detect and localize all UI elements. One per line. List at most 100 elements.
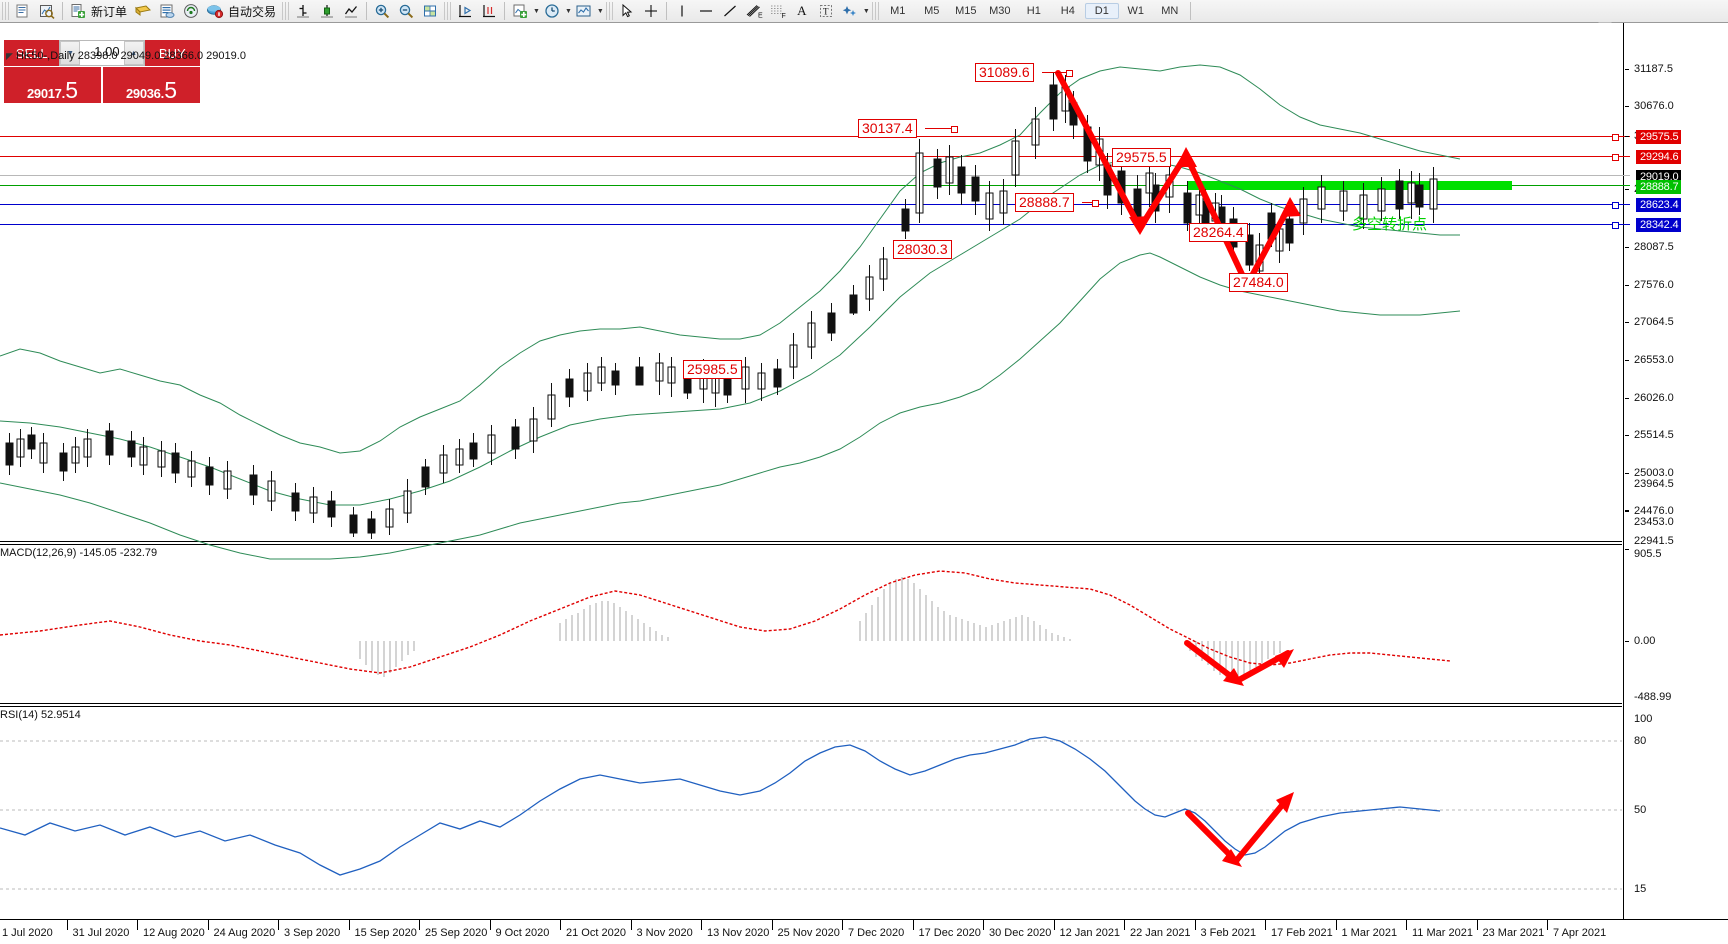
anchor-handle[interactable]: [1092, 200, 1099, 207]
chart-search-icon[interactable]: [35, 1, 59, 21]
volume-value[interactable]: 1.00: [94, 44, 120, 59]
time-axis-tick: [842, 920, 843, 930]
time-axis-label: 1 Jul 2020: [2, 927, 53, 939]
vertical-line-icon[interactable]: [670, 1, 694, 21]
autotrading-icon[interactable]: [203, 1, 227, 21]
templates-icon[interactable]: [572, 1, 596, 21]
timeframe-mn[interactable]: MN: [1161, 5, 1179, 17]
volume-increment-button[interactable]: ▲: [123, 41, 144, 65]
timeframe-h4[interactable]: H4: [1060, 5, 1075, 17]
axis-price-badge-support-2[interactable]: 28342.4: [1636, 218, 1682, 232]
text-label-icon[interactable]: T: [814, 1, 838, 21]
price-annotation-30137[interactable]: 30137.4: [858, 119, 958, 138]
bar-chart-icon[interactable]: [291, 1, 315, 21]
candlestick-chart-icon[interactable]: [315, 1, 339, 21]
sell-price-integer: 29017: [26, 86, 62, 101]
volume-input[interactable]: ▼ 1.00 ▲: [59, 40, 145, 66]
axis-price-badge-resistance-2[interactable]: 29294.6: [1636, 150, 1682, 164]
objects-icon[interactable]: [838, 1, 862, 21]
one-click-trading-panel[interactable]: SELL ▼ 1.00 ▲ BUY 29017 . 5 29036 . 5: [4, 40, 200, 103]
line-chart-icon[interactable]: [339, 1, 363, 21]
price-tick: [1625, 106, 1629, 107]
time-axis-label: 9 Oct 2020: [495, 927, 550, 939]
fibonacci-icon[interactable]: F: [766, 1, 790, 21]
price-annotation-28030[interactable]: 28030.3: [893, 240, 952, 259]
macd-indicator-label[interactable]: MACD(12,26,9) -145.05 -232.79: [0, 547, 158, 559]
price-annotation-28888[interactable]: 28888.7: [1015, 193, 1099, 212]
market-watch-icon[interactable]: [155, 1, 179, 21]
price-annotation-25985[interactable]: 25985.5: [683, 360, 742, 379]
horizontal-line-icon[interactable]: [694, 1, 718, 21]
timeframe-m1[interactable]: M1: [890, 5, 906, 17]
trendline-icon[interactable]: [718, 1, 742, 21]
support-line-28623[interactable]: [0, 204, 1630, 205]
chart-tile-icon[interactable]: [418, 1, 442, 21]
zoom-out-icon[interactable]: [394, 1, 418, 21]
wallet-icon[interactable]: [131, 1, 155, 21]
equidistant-channel-icon[interactable]: E: [742, 1, 766, 21]
line-anchor-handle[interactable]: [1612, 154, 1619, 161]
new-chart-icon[interactable]: [11, 1, 35, 21]
zoom-in-icon[interactable]: [370, 1, 394, 21]
autotrading-label[interactable]: 自动交易: [228, 4, 277, 19]
toolbar-grip-3[interactable]: [444, 2, 452, 20]
support-line-28342[interactable]: [0, 224, 1630, 225]
anchor-handle[interactable]: [951, 126, 958, 133]
timeframe-d1[interactable]: D1: [1084, 3, 1119, 19]
axis-price-badge-resistance-1[interactable]: 29575.5: [1636, 130, 1682, 144]
buy-price-display[interactable]: 29036 . 5: [103, 67, 200, 103]
toolbar-grip-2[interactable]: [282, 2, 290, 20]
resistance-line-29575[interactable]: [0, 136, 1630, 137]
templates-dropdown-caret-icon[interactable]: ▼: [596, 7, 604, 15]
crosshair-icon[interactable]: [639, 1, 663, 21]
price-tick-label: 27064.5: [1634, 316, 1674, 328]
price-annotation-28264[interactable]: 28264.4: [1189, 223, 1248, 242]
add-indicator-icon[interactable]: [508, 1, 532, 21]
macd-rsi-separator: [0, 703, 1622, 704]
chinese-note-annotation[interactable]: 多空转折点: [1352, 215, 1428, 233]
line-anchor-handle[interactable]: [1612, 202, 1619, 209]
text-icon[interactable]: A: [797, 3, 807, 18]
chart-shift-icon[interactable]: [453, 1, 477, 21]
period-clock-icon[interactable]: [540, 1, 564, 21]
signals-icon[interactable]: [179, 1, 203, 21]
price-annotation-31089[interactable]: 31089.6: [975, 63, 1073, 82]
green-highlight-zone[interactable]: [1188, 181, 1512, 190]
indicator-dropdown-caret-icon[interactable]: ▼: [533, 7, 540, 15]
line-anchor-handle[interactable]: [1612, 134, 1619, 141]
objects-dropdown-caret-icon[interactable]: ▼: [862, 7, 870, 15]
toolbar-grip-5[interactable]: [871, 2, 879, 20]
price-tick-label: 31187.5: [1634, 63, 1673, 75]
rsi-indicator-label[interactable]: RSI(14) 52.9514: [0, 709, 81, 721]
toolbar-grip-4[interactable]: [605, 2, 613, 20]
volume-decrement-button[interactable]: ▼: [60, 41, 81, 65]
toolbar-grip[interactable]: [2, 2, 9, 20]
buy-button[interactable]: BUY: [144, 40, 200, 66]
price-annotation-27484[interactable]: 27484.0: [1229, 273, 1288, 292]
axis-price-badge-support-1[interactable]: 28623.4: [1636, 198, 1682, 212]
resistance-line-29294[interactable]: [0, 156, 1630, 157]
timeframe-w1[interactable]: W1: [1127, 5, 1145, 17]
timeframe-h1[interactable]: H1: [1026, 5, 1041, 17]
sell-price-display[interactable]: 29017 . 5: [4, 67, 101, 103]
new-order-icon[interactable]: [66, 1, 90, 21]
price-tick: [1625, 247, 1629, 248]
timeframe-m30[interactable]: M30: [989, 5, 1011, 17]
timeframe-m15[interactable]: M15: [955, 5, 977, 17]
time-axis-label: 15 Sep 2020: [354, 927, 417, 939]
anchor-handle[interactable]: [1066, 70, 1073, 77]
sell-button[interactable]: SELL: [4, 40, 60, 66]
resistance-line-28888[interactable]: [0, 185, 1630, 186]
timeframe-m5[interactable]: M5: [924, 5, 940, 17]
price-annotation-29575[interactable]: 29575.5: [1112, 148, 1171, 167]
period-dropdown-caret-icon[interactable]: ▼: [564, 7, 572, 15]
cursor-icon[interactable]: [615, 1, 639, 21]
chart-area[interactable]: ◤ HK50-,Daily 28398.0 29049.0 28366.0 29…: [0, 23, 1728, 944]
axis-price-badge-green[interactable]: 28888.7: [1636, 180, 1682, 194]
svg-text:F: F: [781, 13, 785, 19]
new-order-label[interactable]: 新订单: [91, 4, 128, 19]
line-anchor-handle[interactable]: [1612, 222, 1619, 229]
time-axis-tick: [1265, 920, 1266, 930]
auto-scroll-icon[interactable]: [477, 1, 501, 21]
time-axis-label: 24 Aug 2020: [213, 927, 276, 939]
